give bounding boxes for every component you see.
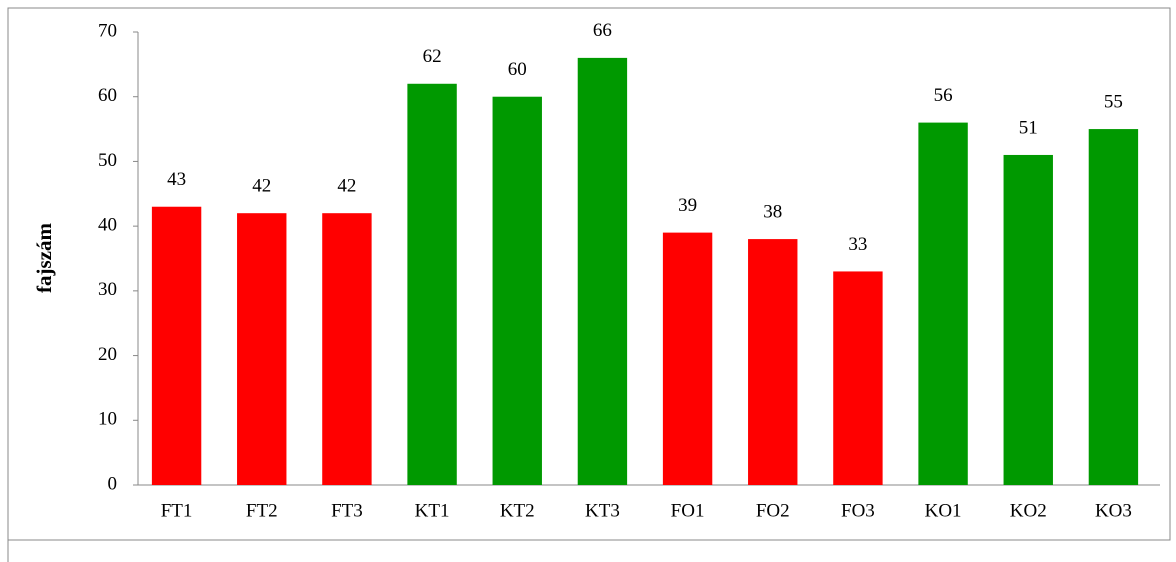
x-tick-label: FT3: [331, 500, 363, 521]
y-tick-label: 0: [108, 473, 118, 494]
x-tick-label: KT2: [500, 500, 535, 521]
x-tick-label: KO1: [925, 500, 962, 521]
data-label: 51: [1019, 117, 1038, 138]
data-label: 43: [167, 169, 186, 190]
x-tick-label: FT2: [246, 500, 278, 521]
y-tick-label: 30: [98, 279, 117, 300]
data-label: 62: [423, 46, 442, 67]
y-tick-label: 50: [98, 150, 117, 171]
x-tick-label: KT3: [585, 500, 620, 521]
bar: [1088, 129, 1139, 486]
data-label: 42: [252, 176, 271, 197]
chart-frame: [7, 7, 1171, 541]
bar: [237, 213, 287, 485]
data-label: 60: [508, 59, 527, 80]
bar: [918, 122, 968, 485]
data-label: 56: [934, 85, 953, 106]
x-tick-label: KO3: [1095, 500, 1132, 521]
y-tick-label: 60: [98, 85, 117, 106]
x-tick-label: FT1: [161, 500, 193, 521]
y-tick-label: 20: [98, 344, 117, 365]
bar: [833, 271, 883, 485]
data-label: 38: [763, 201, 782, 222]
data-label: 66: [593, 20, 612, 41]
x-tick-label: KT1: [415, 500, 450, 521]
bar: [1003, 154, 1053, 485]
bar: [407, 83, 457, 486]
x-tick-label: FO1: [671, 500, 705, 521]
y-tick-label: 10: [98, 409, 117, 430]
y-tick-label: 40: [98, 215, 117, 236]
y-axis-label: fajszám: [32, 223, 56, 293]
bar: [492, 96, 542, 485]
bar: [151, 206, 202, 485]
data-label: 42: [337, 176, 356, 197]
x-tick-label: KO2: [1010, 500, 1047, 521]
bar: [322, 213, 372, 485]
x-tick-label: FO3: [841, 500, 875, 521]
bar: [577, 57, 628, 486]
data-label: 39: [678, 195, 697, 216]
data-label: 55: [1104, 91, 1123, 112]
bar: [662, 232, 713, 485]
x-tick-label: FO2: [756, 500, 790, 521]
bar: [748, 239, 798, 485]
y-tick-label: 70: [98, 20, 117, 41]
data-label: 33: [848, 234, 867, 255]
